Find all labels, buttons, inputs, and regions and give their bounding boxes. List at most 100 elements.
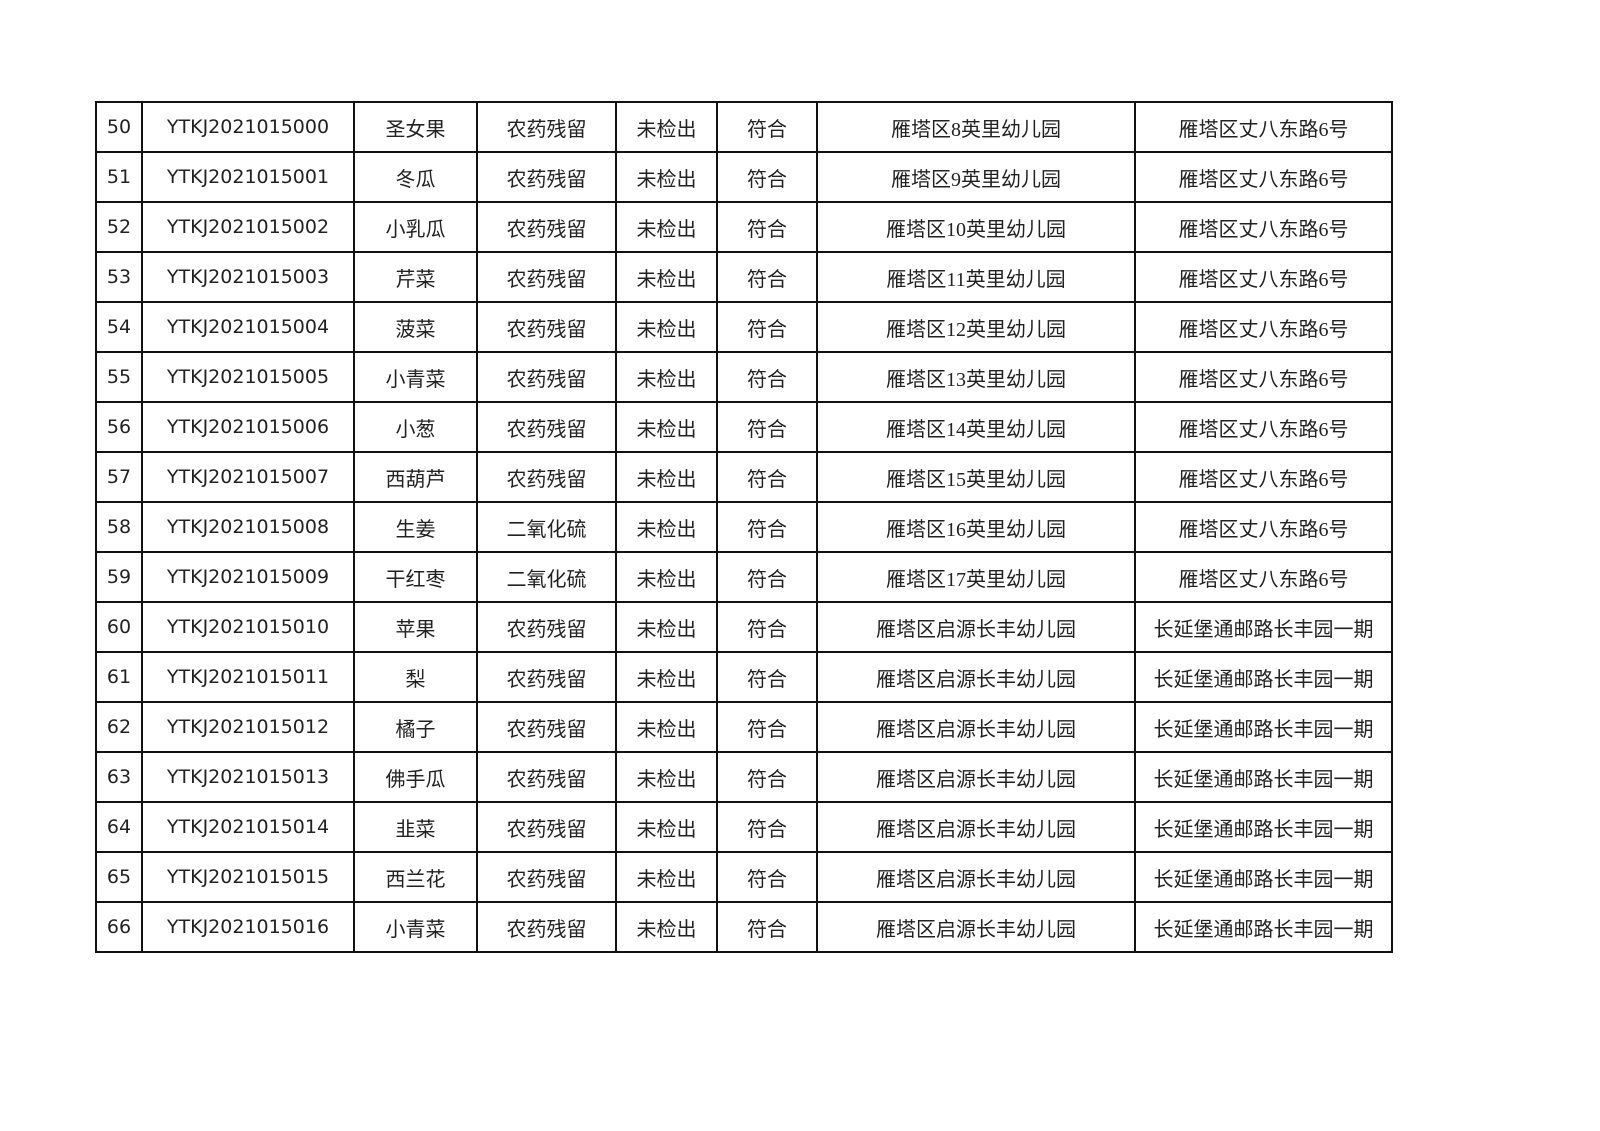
sampled-unit-cell: 雁塔区启源长丰幼儿园 (816, 601, 1136, 653)
conclusion-cell: 符合 (716, 451, 818, 503)
row-number-cell: 66 (95, 901, 143, 953)
sample-code-cell: YTKJ2021015008 (141, 501, 355, 553)
sample-name-cell: 韭菜 (353, 801, 478, 853)
sample-code-cell: YTKJ2021015007 (141, 451, 355, 503)
table-row: 50 YTKJ2021015000 圣女果 农药残留 未检出 符合 雁塔区8英里幼儿园 雁塔区… (95, 101, 1393, 153)
row-number-cell: 50 (95, 101, 143, 153)
table-row: 61 YTKJ2021015011 梨农药残留 未检出 符合 雁塔区启源长丰幼儿园 长延堡通… (95, 651, 1393, 703)
unit-address-cell: 雁塔区丈八东路6号 (1134, 301, 1393, 353)
sample-name-cell: 小乳瓜 (353, 201, 478, 253)
conclusion-cell: 符合 (716, 801, 818, 853)
row-number-cell: 57 (95, 451, 143, 503)
sample-name-cell: 圣女果 (353, 101, 478, 153)
table-row: 52 YTKJ2021015002 小乳瓜 农药残留 未检出 符合 雁塔区10英里幼儿园 雁塔… (95, 201, 1393, 253)
table-row: 56 YTKJ2021015006 小葱 农药残留 未检出 符合 雁塔区14英里幼儿园 雁塔区… (95, 401, 1393, 453)
sample-name-cell: 西葫芦 (353, 451, 478, 503)
table-row: 63 YTKJ2021015013 佛手瓜 农药残留 未检出 符合 雁塔区启源长丰幼儿园 长延… (95, 751, 1393, 803)
unit-address-cell: 长延堡通邮路长丰园一期 (1134, 801, 1393, 853)
conclusion-cell: 符合 (716, 401, 818, 453)
unit-address-cell: 长延堡通邮路长丰园一期 (1134, 601, 1393, 653)
unit-address-cell: 雁塔区丈八东路6号 (1134, 551, 1393, 603)
test-item-cell: 农药残留 (476, 401, 617, 453)
table-row: 59 YTKJ2021015009 干红枣 二氧化硫 未检出 符合 雁塔区17英里幼儿园 雁塔… (95, 551, 1393, 603)
conclusion-cell: 符合 (716, 551, 818, 603)
test-result-cell: 未检出 (615, 401, 718, 453)
conclusion-cell: 符合 (716, 601, 818, 653)
sample-code-cell: YTKJ2021015010 (141, 601, 355, 653)
test-item-cell: 农药残留 (476, 351, 617, 403)
sample-code-cell: YTKJ2021015013 (141, 751, 355, 803)
sampled-unit-cell: 雁塔区11英里幼儿园 (816, 251, 1136, 303)
test-result-cell: 未检出 (615, 451, 718, 503)
sample-code-cell: YTKJ2021015009 (141, 551, 355, 603)
test-item-cell: 农药残留 (476, 851, 617, 903)
sample-code-cell: YTKJ2021015006 (141, 401, 355, 453)
results-table: 50 YTKJ2021015000 圣女果 农药残留 未检出 符合 雁塔区8英里幼儿园 雁塔区… (95, 101, 1393, 953)
sampled-unit-cell: 雁塔区9英里幼儿园 (816, 151, 1136, 203)
unit-address-cell: 雁塔区丈八东路6号 (1134, 451, 1393, 503)
test-result-cell: 未检出 (615, 701, 718, 753)
test-item-cell: 二氧化硫 (476, 501, 617, 553)
test-result-cell: 未检出 (615, 601, 718, 653)
sample-name-cell: 橘子 (353, 701, 478, 753)
test-result-cell: 未检出 (615, 651, 718, 703)
unit-address-cell: 长延堡通邮路长丰园一期 (1134, 701, 1393, 753)
sample-code-cell: YTKJ2021015014 (141, 801, 355, 853)
test-result-cell: 未检出 (615, 551, 718, 603)
row-number-cell: 53 (95, 251, 143, 303)
sampled-unit-cell: 雁塔区15英里幼儿园 (816, 451, 1136, 503)
sample-name-cell: 佛手瓜 (353, 751, 478, 803)
sample-name-cell: 生姜 (353, 501, 478, 553)
sampled-unit-cell: 雁塔区启源长丰幼儿园 (816, 701, 1136, 753)
test-item-cell: 农药残留 (476, 151, 617, 203)
sampled-unit-cell: 雁塔区13英里幼儿园 (816, 351, 1136, 403)
sample-code-cell: YTKJ2021015016 (141, 901, 355, 953)
row-number-cell: 63 (95, 751, 143, 803)
test-item-cell: 农药残留 (476, 101, 617, 153)
sample-name-cell: 冬瓜 (353, 151, 478, 203)
test-result-cell: 未检出 (615, 501, 718, 553)
unit-address-cell: 雁塔区丈八东路6号 (1134, 501, 1393, 553)
row-number-cell: 61 (95, 651, 143, 703)
test-result-cell: 未检出 (615, 201, 718, 253)
conclusion-cell: 符合 (716, 901, 818, 953)
sample-name-cell: 梨 (353, 651, 478, 703)
table-row: 57 YTKJ2021015007 西葫芦 农药残留 未检出 符合 雁塔区15英里幼儿园 雁塔… (95, 451, 1393, 503)
sample-code-cell: YTKJ2021015003 (141, 251, 355, 303)
test-result-cell: 未检出 (615, 251, 718, 303)
unit-address-cell: 雁塔区丈八东路6号 (1134, 251, 1393, 303)
sample-name-cell: 苹果 (353, 601, 478, 653)
sampled-unit-cell: 雁塔区启源长丰幼儿园 (816, 801, 1136, 853)
unit-address-cell: 长延堡通邮路长丰园一期 (1134, 851, 1393, 903)
sample-name-cell: 菠菜 (353, 301, 478, 353)
conclusion-cell: 符合 (716, 851, 818, 903)
sampled-unit-cell: 雁塔区8英里幼儿园 (816, 101, 1136, 153)
row-number-cell: 56 (95, 401, 143, 453)
conclusion-cell: 符合 (716, 351, 818, 403)
table-row: 65 YTKJ2021015015 西兰花 农药残留 未检出 符合 雁塔区启源长丰幼儿园 长延… (95, 851, 1393, 903)
sample-code-cell: YTKJ2021015011 (141, 651, 355, 703)
row-number-cell: 58 (95, 501, 143, 553)
unit-address-cell: 长延堡通邮路长丰园一期 (1134, 651, 1393, 703)
test-result-cell: 未检出 (615, 301, 718, 353)
table-row: 64 YTKJ2021015014 韭菜 农药残留 未检出 符合 雁塔区启源长丰幼儿园 长延堡… (95, 801, 1393, 853)
test-result-cell: 未检出 (615, 801, 718, 853)
test-result-cell: 未检出 (615, 351, 718, 403)
unit-address-cell: 雁塔区丈八东路6号 (1134, 151, 1393, 203)
test-item-cell: 农药残留 (476, 301, 617, 353)
table-row: 66 YTKJ2021015016 小青菜 农药残留 未检出 符合 雁塔区启源长丰幼儿园 长延… (95, 901, 1393, 953)
conclusion-cell: 符合 (716, 501, 818, 553)
table-row: 51 YTKJ2021015001 冬瓜 农药残留 未检出 符合 雁塔区9英里幼儿园 雁塔区丈… (95, 151, 1393, 203)
table-body: 50 YTKJ2021015000 圣女果 农药残留 未检出 符合 雁塔区8英里幼儿园 雁塔区… (95, 101, 1393, 953)
sampled-unit-cell: 雁塔区17英里幼儿园 (816, 551, 1136, 603)
table-row: 60 YTKJ2021015010 苹果 农药残留 未检出 符合 雁塔区启源长丰幼儿园 长延堡… (95, 601, 1393, 653)
unit-address-cell: 雁塔区丈八东路6号 (1134, 351, 1393, 403)
sample-code-cell: YTKJ2021015012 (141, 701, 355, 753)
conclusion-cell: 符合 (716, 701, 818, 753)
row-number-cell: 60 (95, 601, 143, 653)
conclusion-cell: 符合 (716, 151, 818, 203)
unit-address-cell: 雁塔区丈八东路6号 (1134, 401, 1393, 453)
sampled-unit-cell: 雁塔区启源长丰幼儿园 (816, 901, 1136, 953)
conclusion-cell: 符合 (716, 201, 818, 253)
table-row: 62 YTKJ2021015012 橘子 农药残留 未检出 符合 雁塔区启源长丰幼儿园 长延堡… (95, 701, 1393, 753)
